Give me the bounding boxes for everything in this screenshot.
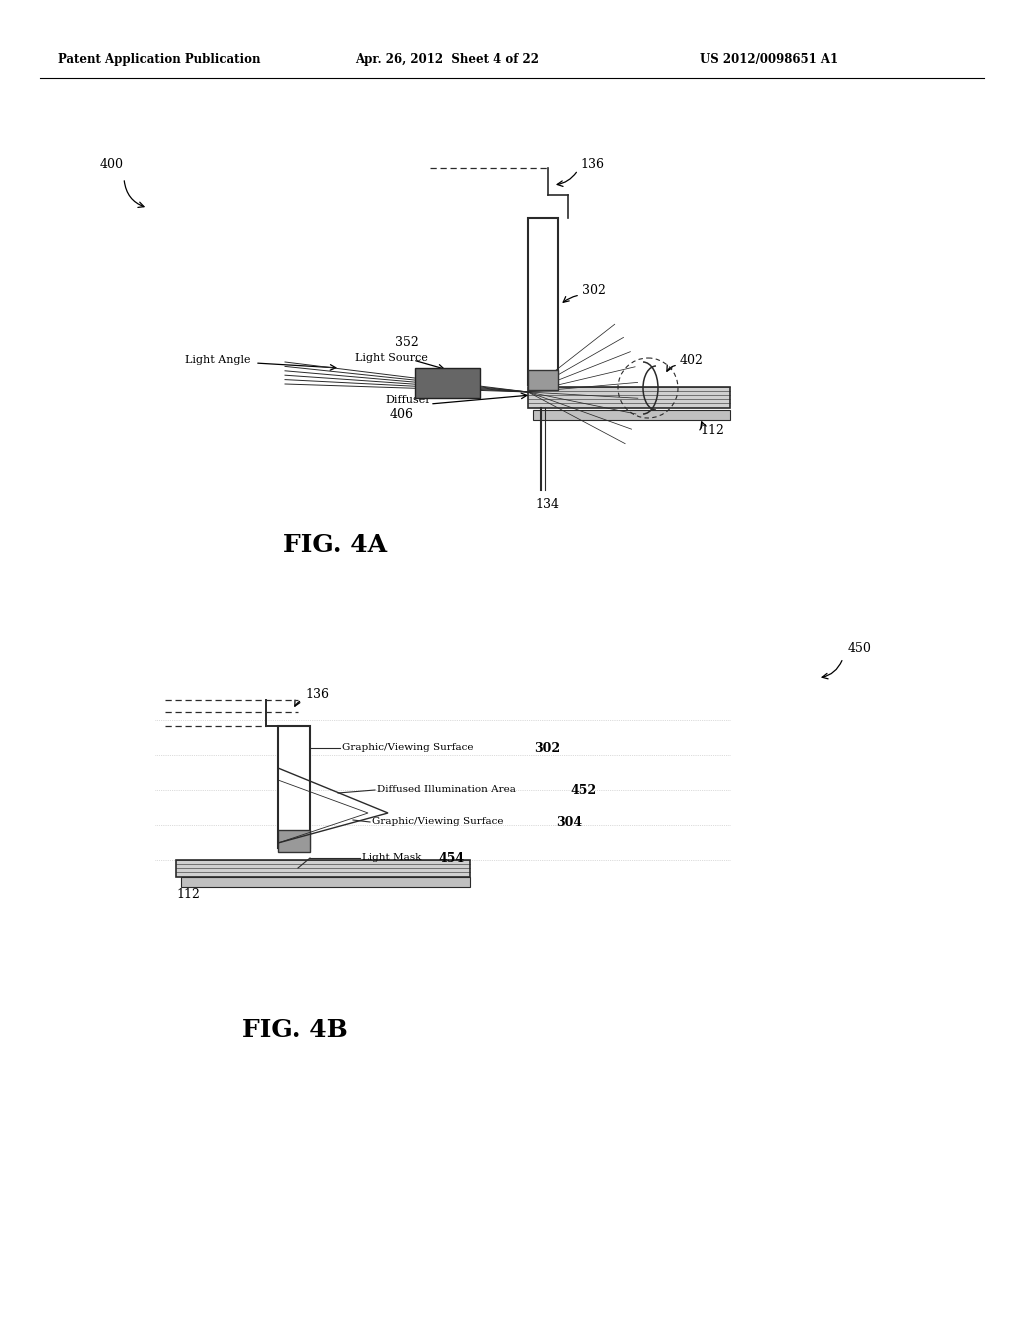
Text: 134: 134: [535, 499, 559, 511]
Bar: [181, 876, 470, 887]
Text: 304: 304: [556, 816, 582, 829]
Text: 450: 450: [848, 642, 871, 655]
Text: Patent Application Publication: Patent Application Publication: [58, 54, 260, 66]
Text: 402: 402: [680, 354, 703, 367]
Text: 136: 136: [580, 158, 604, 172]
Text: Diffused Illumination Area: Diffused Illumination Area: [377, 785, 516, 795]
Text: Apr. 26, 2012  Sheet 4 of 22: Apr. 26, 2012 Sheet 4 of 22: [355, 54, 539, 66]
Text: Light Mask: Light Mask: [362, 854, 421, 862]
Bar: [534, 411, 730, 420]
Bar: [281, 729, 307, 845]
Text: 112: 112: [176, 888, 200, 902]
Bar: [278, 830, 310, 851]
Bar: [176, 861, 470, 876]
Text: 400: 400: [100, 158, 124, 172]
Text: 454: 454: [438, 851, 464, 865]
Text: Graphic/Viewing Surface: Graphic/Viewing Surface: [342, 743, 473, 752]
Text: 302: 302: [534, 742, 560, 755]
Text: Diffuser: Diffuser: [385, 395, 431, 405]
Text: 112: 112: [700, 424, 724, 437]
Bar: [528, 370, 558, 389]
Bar: [415, 368, 480, 399]
Text: 136: 136: [305, 689, 329, 701]
Text: 406: 406: [390, 408, 414, 421]
Text: Light Source: Light Source: [355, 352, 428, 363]
Bar: [531, 220, 555, 381]
Bar: [528, 387, 730, 408]
Text: 452: 452: [570, 784, 596, 796]
Text: US 2012/0098651 A1: US 2012/0098651 A1: [700, 54, 838, 66]
Text: Light Angle: Light Angle: [185, 355, 251, 366]
Text: Graphic/Viewing Surface: Graphic/Viewing Surface: [372, 817, 504, 826]
Text: 352: 352: [395, 335, 419, 348]
Text: FIG. 4A: FIG. 4A: [283, 533, 387, 557]
Bar: [528, 218, 558, 385]
Bar: [278, 726, 310, 847]
Text: 302: 302: [582, 284, 606, 297]
Text: FIG. 4B: FIG. 4B: [242, 1018, 348, 1041]
